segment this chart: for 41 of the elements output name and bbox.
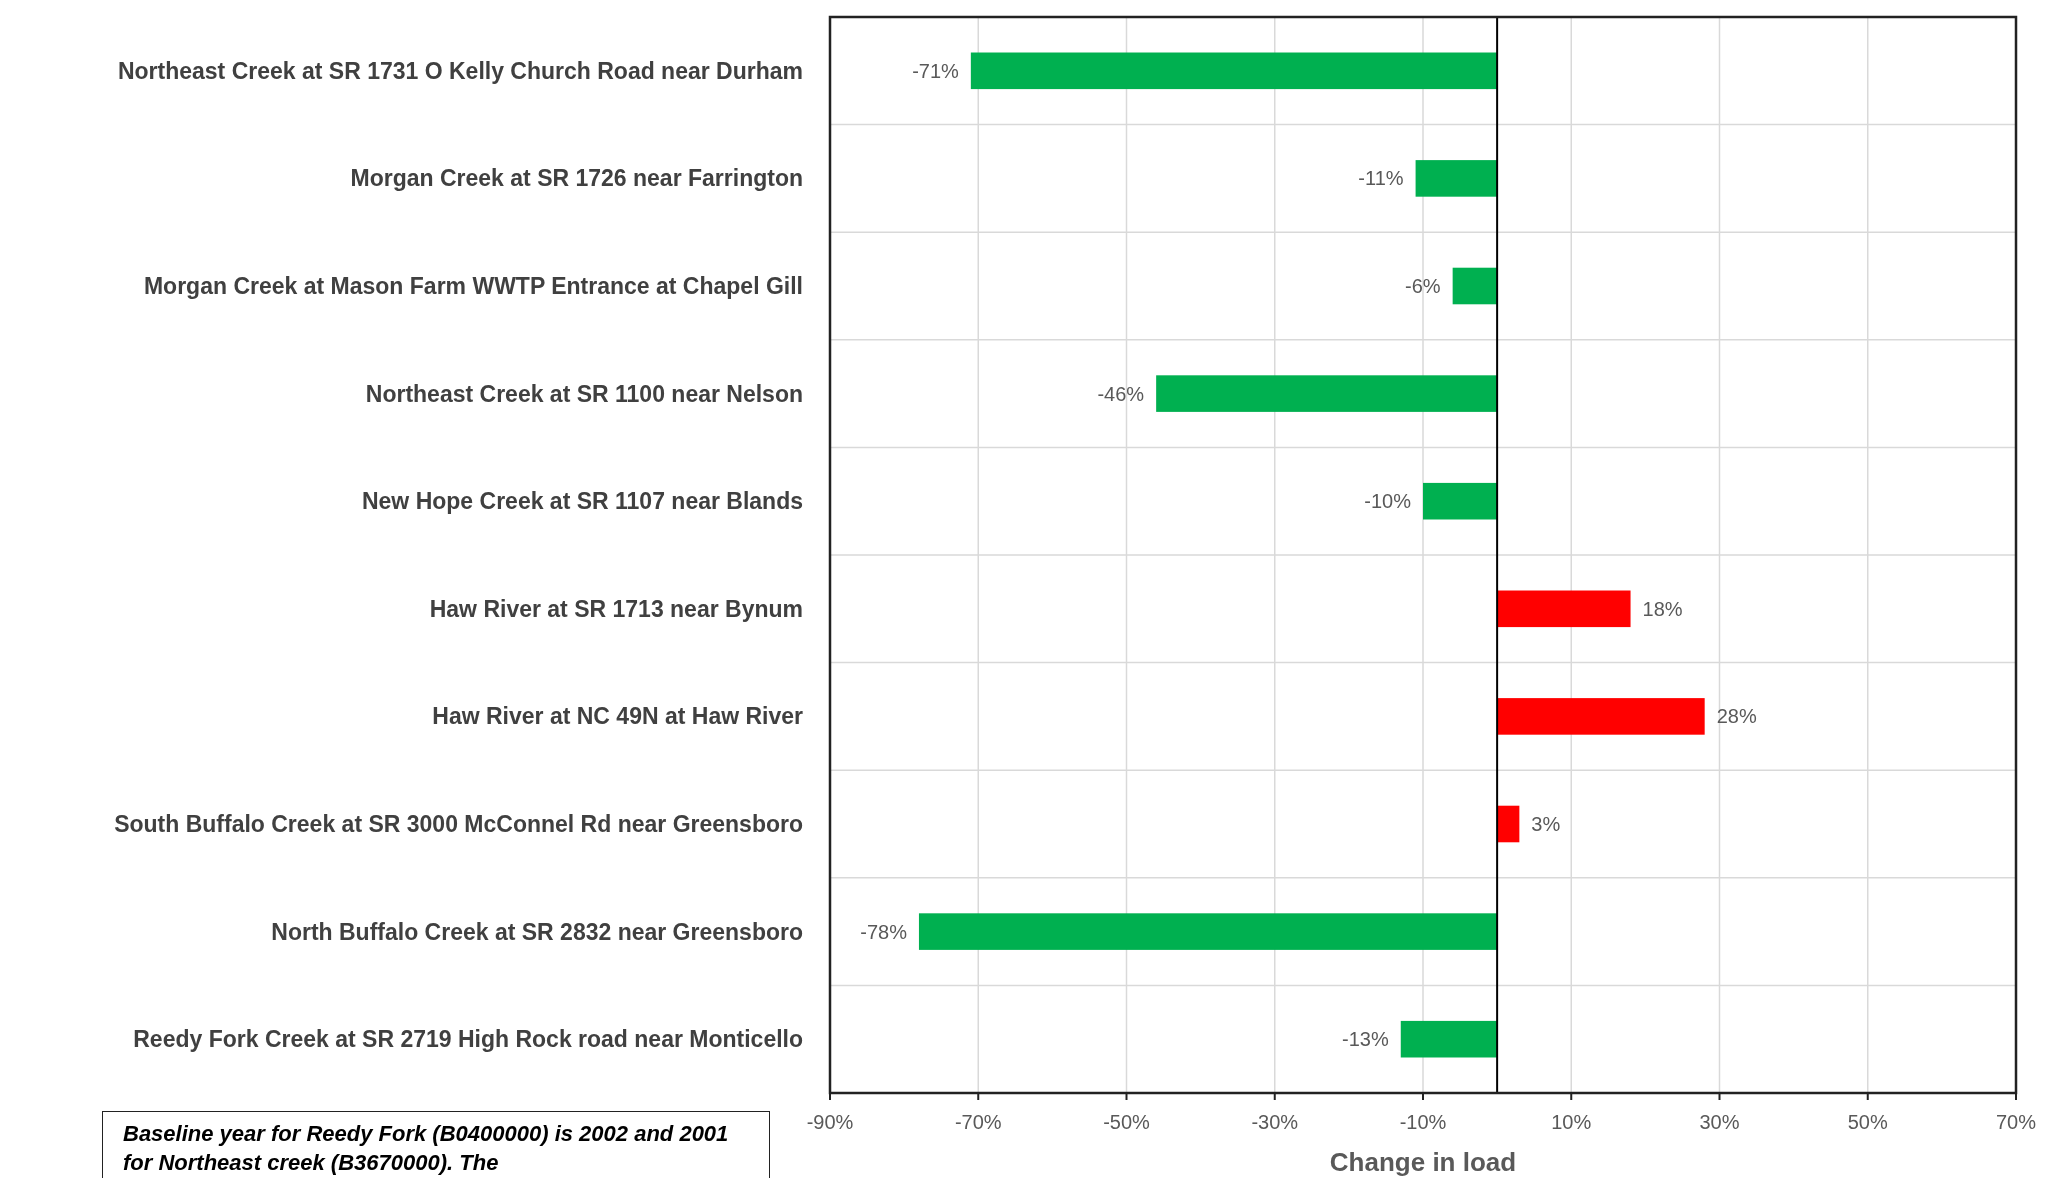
y-tick-label: Northeast Creek at SR 1100 near Nelson (365, 380, 803, 407)
x-tick-label: 10% (1551, 1111, 1592, 1133)
x-tick-label: -70% (954, 1111, 1002, 1133)
bar (1497, 805, 1520, 843)
y-tick-label: Reedy Fork Creek at SR 2719 High Rock road near Monticello (133, 1026, 803, 1053)
y-tick-label: New Hope Creek at SR 1107 near Blands (361, 488, 803, 515)
data-label: -78% (860, 920, 908, 943)
data-label: 28% (1716, 705, 1757, 728)
y-tick-label: Morgan Creek at SR 1726 near Farrington (350, 165, 803, 192)
data-label: -11% (1358, 167, 1404, 190)
data-label: -6% (1405, 275, 1441, 297)
y-tick-label: Morgan Creek at Mason Farm WWTP Entrance at Chapel Gill (143, 273, 803, 300)
y-tick-label: Haw River at SR 1713 near Bynum (429, 595, 803, 622)
bar (1497, 590, 1631, 628)
text: Baseline year for Reedy Fork (B0400000) is 2002 and 2001 for Northeast creek (B3670000). The (102, 1111, 770, 1181)
x-tick-label: -50% (1103, 1111, 1151, 1133)
bar (918, 913, 1498, 950)
y-tick-label: South Buffalo Creek at SR 3000 McConnel Rd near Greensboro (114, 811, 803, 838)
x-tick-label: 30% (1699, 1111, 1740, 1133)
data-label: -46% (1097, 382, 1145, 405)
x-tick-label: 70% (1995, 1111, 2037, 1133)
y-tick-label: Haw River at NC 49N at Haw River (432, 703, 804, 730)
bar (1156, 375, 1498, 412)
x-tick-label: -10% (1399, 1111, 1447, 1133)
x-tick-label: 50% (1847, 1111, 1888, 1133)
bar (970, 52, 1498, 90)
bar (1423, 482, 1498, 520)
data-label: -13% (1342, 1028, 1389, 1051)
data-label: -71% (912, 59, 960, 82)
data-label: 3% (1531, 813, 1561, 835)
y-tick-label: Northeast Creek at SR 1731 O Kelly Church Road near Durham (117, 57, 803, 84)
data-label: 18% (1642, 597, 1683, 620)
x-axis-title: Change in load (1329, 1147, 1517, 1177)
y-tick-label: North Buffalo Creek at SR 2832 near Greensboro (271, 918, 803, 945)
x-tick-label: -90% (806, 1111, 854, 1133)
x-tick-label: -30% (1251, 1111, 1299, 1133)
bar (1415, 160, 1498, 197)
bar (1497, 698, 1705, 735)
bar (1400, 1020, 1498, 1058)
data-label: -10% (1364, 490, 1412, 513)
bar (1452, 267, 1498, 305)
